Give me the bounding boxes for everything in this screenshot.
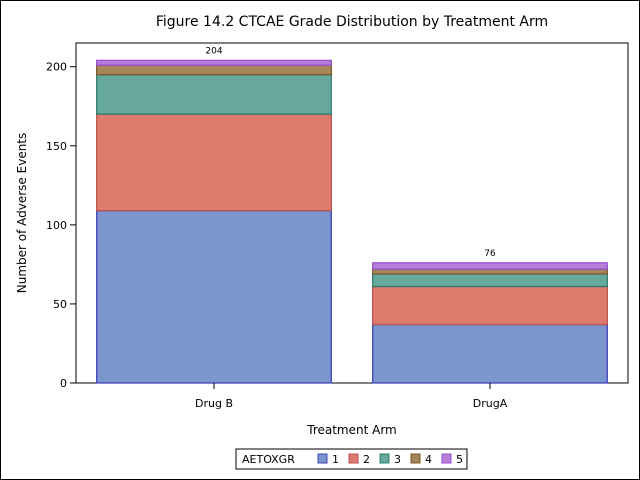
legend-swatch-4: [410, 453, 421, 464]
legend-swatch-2: [348, 453, 359, 464]
legend-label-3: 3: [394, 453, 401, 466]
bar-segment-2-grade-4: [372, 268, 608, 275]
bar-segment-2-grade-2: [372, 285, 608, 326]
x-axis-label: Treatment Arm: [306, 423, 397, 437]
y-tick-label: 0: [60, 377, 67, 390]
legend-label-2: 2: [363, 453, 370, 466]
chart-title: Figure 14.2 CTCAE Grade Distribution by …: [156, 14, 548, 30]
plot-border: [75, 42, 629, 384]
bar-segment-2-grade-3: [372, 273, 608, 288]
legend-swatch-1: [317, 453, 328, 464]
x-tick-label: DrugA: [473, 397, 508, 410]
bar-total-label: 76: [484, 249, 496, 259]
plot-area: 0 50 100 150 200 204 Drug B 76 DrugA: [46, 42, 629, 410]
y-axis-label: Number of Adverse Events: [15, 133, 29, 294]
y-tick-label: 50: [53, 298, 67, 311]
x-tick-label: Drug B: [195, 397, 233, 410]
bar-segment-1-grade-1: [96, 209, 332, 384]
bar-segment-2-grade-1: [372, 323, 608, 384]
legend-label-1: 1: [332, 453, 339, 466]
legend-label-5: 5: [456, 453, 463, 466]
bar-segment-1-grade-5: [96, 59, 332, 66]
y-tick-label: 100: [46, 219, 67, 232]
bar-segment-2-grade-5: [372, 262, 608, 270]
bar-segment-1-grade-2: [96, 113, 332, 212]
legend-swatch-3: [379, 453, 390, 464]
bar-segment-1-grade-4: [96, 64, 332, 76]
legend: AETOXGR 1 2 3 4 5: [235, 448, 468, 470]
bar-total-label: 204: [205, 46, 222, 56]
legend-swatch-5: [441, 453, 452, 464]
y-tick-label: 150: [46, 140, 67, 153]
bar-segment-1-grade-3: [96, 73, 332, 115]
legend-title: AETOXGR: [242, 453, 295, 466]
legend-label-4: 4: [425, 453, 432, 466]
y-tick-label: 200: [46, 61, 67, 74]
